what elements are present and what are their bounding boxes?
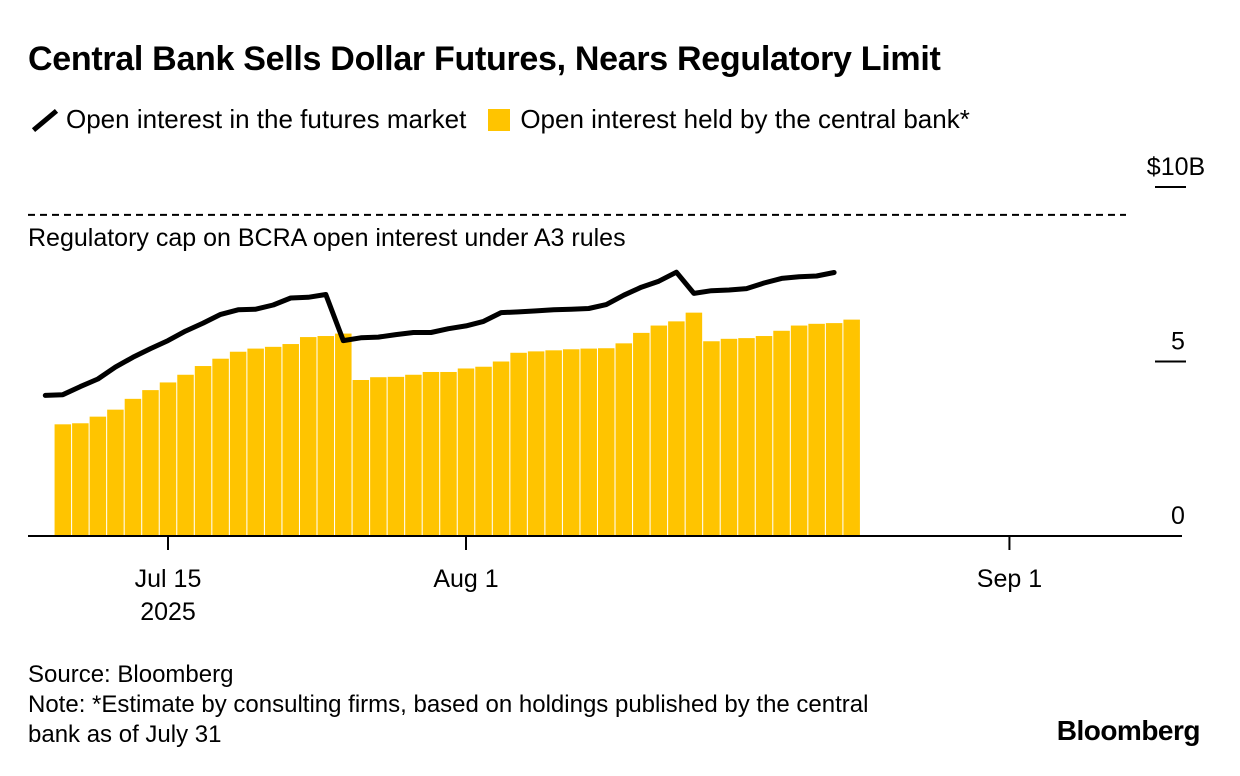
bar xyxy=(317,336,335,536)
bar xyxy=(107,409,124,536)
bar xyxy=(89,416,107,536)
bar xyxy=(159,382,177,536)
bar xyxy=(562,349,580,536)
bar xyxy=(229,351,247,536)
bar xyxy=(264,346,282,536)
chart-title: Central Bank Sells Dollar Futures, Nears… xyxy=(28,40,941,78)
bar xyxy=(335,333,352,536)
legend-line-icon xyxy=(28,105,58,135)
bar xyxy=(212,358,229,536)
bar xyxy=(615,343,633,536)
bar xyxy=(282,344,299,536)
bar xyxy=(72,423,89,536)
bar xyxy=(790,325,808,536)
bar xyxy=(545,350,562,536)
legend-item-central-bank: Open interest held by the central bank* xyxy=(488,104,970,135)
x-tick-label: Jul 15 xyxy=(135,565,202,593)
bar xyxy=(54,424,72,536)
bar xyxy=(194,366,212,536)
bar xyxy=(510,352,527,536)
bar xyxy=(405,374,422,536)
bar xyxy=(177,374,194,536)
bar xyxy=(370,377,387,536)
source-text: Source: Bloomberg xyxy=(28,661,234,688)
bar xyxy=(440,371,457,536)
chart-svg: Regulatory cap on BCRA open interest und… xyxy=(28,153,1205,626)
x-tick-label: Sep 1 xyxy=(977,565,1042,593)
bar xyxy=(685,312,703,536)
legend-bar-icon xyxy=(488,108,511,131)
bar xyxy=(247,348,264,536)
bar xyxy=(843,319,860,536)
bar xyxy=(650,325,668,536)
bloomberg-logo: Bloomberg xyxy=(1056,715,1201,746)
series-line-futures-market xyxy=(42,269,837,398)
bar xyxy=(738,338,755,536)
bar xyxy=(142,390,159,536)
legend-line-label: Open interest in the futures market xyxy=(66,104,467,134)
y-tick-label: 5 xyxy=(1171,328,1185,356)
bar xyxy=(475,366,492,536)
bar xyxy=(527,351,545,536)
bar xyxy=(352,379,370,536)
regulatory-cap-label: Regulatory cap on BCRA open interest und… xyxy=(28,224,626,252)
y-tick-label: 0 xyxy=(1171,502,1185,530)
x-tick-sublabel: 2025 xyxy=(140,598,196,626)
bar xyxy=(755,336,773,536)
bar xyxy=(457,368,475,536)
legend: Open interest in the futures market Open… xyxy=(28,104,992,135)
bar xyxy=(422,371,440,536)
bar xyxy=(633,332,650,536)
legend-bar-label: Open interest held by the central bank* xyxy=(520,104,970,134)
x-tick-label: Aug 1 xyxy=(433,565,498,593)
bar xyxy=(668,321,685,536)
bar xyxy=(580,348,597,536)
y-tick-label: $10B xyxy=(1147,153,1205,181)
legend-item-futures-market: Open interest in the futures market xyxy=(28,104,466,135)
bar xyxy=(124,398,142,536)
bar xyxy=(387,376,405,536)
bar xyxy=(492,361,510,536)
bar xyxy=(299,337,317,536)
bar xyxy=(808,323,825,536)
bar xyxy=(773,330,790,536)
bar xyxy=(598,348,615,536)
bar xyxy=(825,323,843,536)
note-text: Note: *Estimate by consulting firms, bas… xyxy=(28,691,869,748)
bar xyxy=(720,338,738,536)
bar xyxy=(703,341,720,536)
